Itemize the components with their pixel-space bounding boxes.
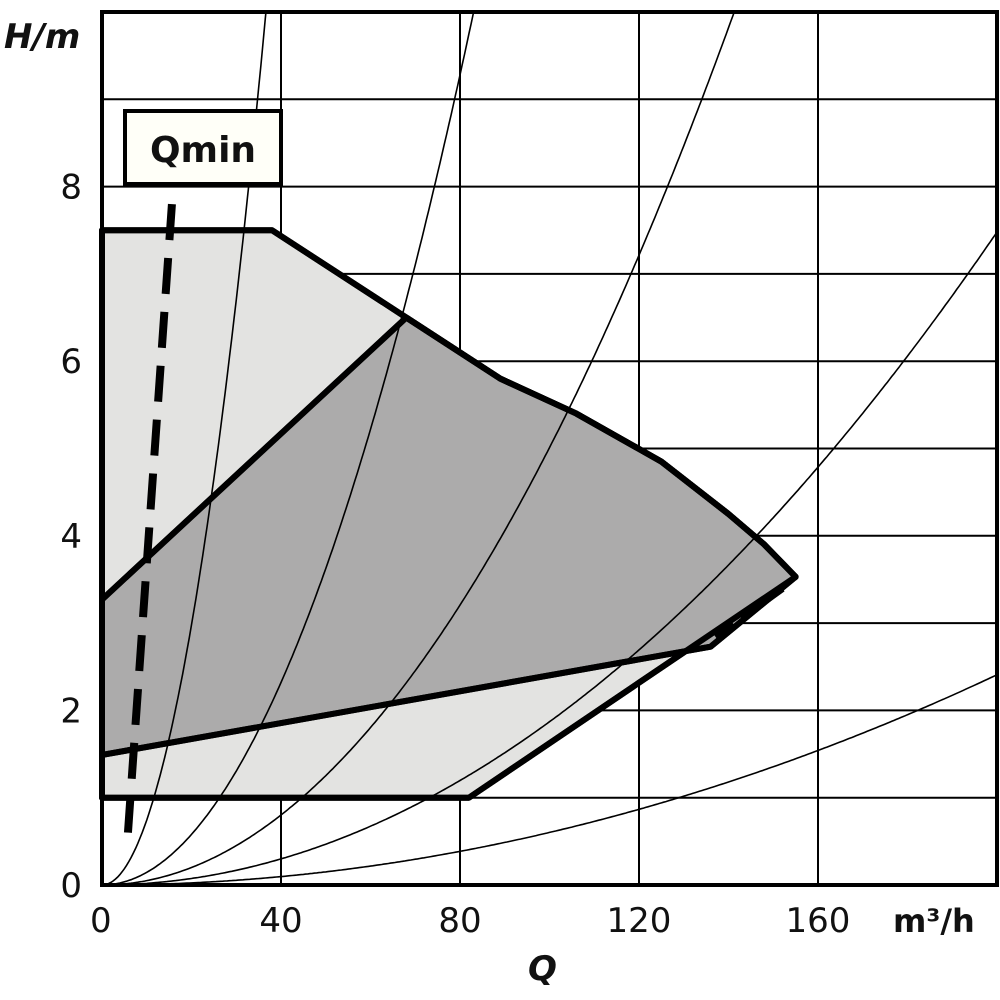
x-tick-label: 160 xyxy=(786,901,851,941)
y-tick-label: 2 xyxy=(60,691,82,731)
qmax-dashed-line xyxy=(712,584,785,640)
y-tick-label: 4 xyxy=(60,517,82,557)
qmin-label: Qmin xyxy=(150,130,256,171)
system-curve xyxy=(101,11,267,886)
y-tick-label: 0 xyxy=(60,866,82,906)
x-tick-label: 80 xyxy=(438,901,481,941)
x-axis-label: Q xyxy=(528,949,557,989)
y-tick-label: 6 xyxy=(60,342,82,382)
plot-border xyxy=(100,10,999,887)
system-curve xyxy=(102,11,475,886)
x-tick-label: 120 xyxy=(607,901,672,941)
x-tick-label: 40 xyxy=(259,901,302,941)
y-tick-label: 8 xyxy=(60,168,82,208)
y-axis-label: H/m xyxy=(4,17,80,57)
system-curve xyxy=(102,674,998,886)
tick-labels: 0 40 80 120 160 0 2 4 6 8 xyxy=(60,168,850,941)
plot-frame xyxy=(99,10,999,887)
system-curves xyxy=(101,11,998,886)
x-axis-unit: m³/h xyxy=(893,902,975,940)
operating-regions xyxy=(99,227,799,801)
x-tick-label: 0 xyxy=(90,901,112,941)
system-curve xyxy=(102,11,735,886)
qmin-label-box xyxy=(123,109,283,186)
region-outline-dark xyxy=(99,314,799,758)
system-curve xyxy=(102,231,998,886)
qmin-line: Qmin xyxy=(123,109,283,833)
